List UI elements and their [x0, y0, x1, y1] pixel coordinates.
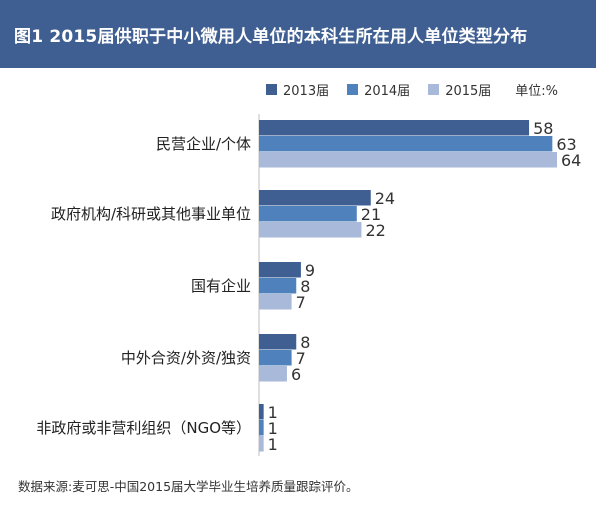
- data-label: 7: [296, 293, 306, 312]
- legend-swatch-2014: [347, 83, 359, 95]
- legend-label-2013: 2013届: [283, 83, 330, 99]
- legend-label-2014: 2014届: [364, 83, 411, 99]
- category-label: 非政府或非营利组织（NGO等）: [36, 419, 251, 437]
- data-label: 63: [556, 135, 576, 154]
- legend-label-2015: 2015届: [445, 83, 492, 99]
- legend: 2013届 2014届 2015届 单位:%: [266, 80, 559, 99]
- bar-2015届: [259, 152, 557, 168]
- bar-2015届: [259, 366, 287, 382]
- category-label: 中外合资/外资/独资: [121, 349, 251, 367]
- category-label: 国有企业: [191, 277, 251, 295]
- bar-2015届: [259, 222, 362, 238]
- data-label: 6: [291, 365, 301, 384]
- category-label: 民营企业/个体: [156, 135, 251, 153]
- source-note: 数据来源:麦可思-中国2015届大学毕业生培养质量跟踪评价。: [18, 479, 359, 494]
- bar-2013届: [259, 334, 297, 350]
- data-label: 1: [268, 419, 278, 438]
- title-bar: 图1 2015届供职于中小微用人单位的本科生所在用人单位类型分布: [0, 0, 596, 68]
- chart-title: 图1 2015届供职于中小微用人单位的本科生所在用人单位类型分布: [14, 26, 528, 47]
- bar-2013届: [259, 190, 371, 206]
- data-label: 24: [375, 189, 395, 208]
- data-label: 8: [300, 333, 310, 352]
- legend-item-2014: 2014届: [347, 80, 410, 99]
- legend-swatch-2013: [266, 83, 277, 95]
- bar-2015届: [259, 436, 264, 452]
- legend-item-2013: 2013届: [266, 80, 329, 99]
- data-label: 1: [268, 435, 278, 454]
- legend-swatch-2015: [428, 83, 440, 95]
- bar-2014届: [259, 136, 553, 152]
- bar-2013届: [259, 120, 530, 136]
- data-label: 21: [361, 205, 381, 224]
- bar-2014届: [259, 206, 357, 222]
- legend-item-2015: 2015届: [428, 80, 491, 99]
- data-label: 9: [305, 261, 315, 280]
- data-label: 1: [268, 403, 278, 422]
- bar-chart: 民营企业/个体586364政府机构/科研或其他事业单位242122国有企业987…: [36, 114, 581, 456]
- bar-2014届: [259, 350, 292, 366]
- data-label: 8: [300, 277, 310, 296]
- category-label: 政府机构/科研或其他事业单位: [51, 205, 251, 223]
- data-label: 7: [296, 349, 306, 368]
- bar-2014届: [259, 278, 297, 294]
- bar-2015届: [259, 294, 292, 310]
- data-label: 64: [561, 151, 581, 170]
- bar-2013届: [259, 262, 301, 278]
- bar-2014届: [259, 420, 264, 436]
- bar-2013届: [259, 404, 264, 420]
- data-label: 58: [533, 119, 553, 138]
- data-label: 22: [365, 221, 385, 240]
- unit-label: 单位:%: [515, 83, 559, 99]
